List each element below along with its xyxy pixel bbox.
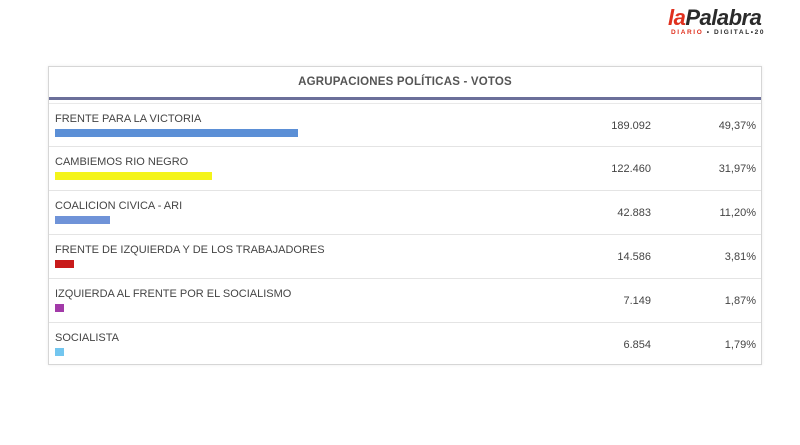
vote-count: 42.883	[617, 207, 651, 219]
table-row: IZQUIERDA AL FRENTE POR EL SOCIALISMO 7.1…	[49, 278, 761, 322]
vote-bar	[55, 260, 74, 268]
logo-palabra: Palabra	[685, 5, 762, 30]
table-row: FRENTE PARA LA VICTORIA 189.092 49,37%	[49, 103, 761, 146]
table-title: AGRUPACIONES POLÍTICAS - VOTOS	[49, 67, 761, 100]
vote-count: 14.586	[617, 251, 651, 263]
party-name: COALICION CIVICA - ARI	[55, 200, 183, 212]
vote-percent: 49,37%	[718, 120, 756, 132]
vote-percent: 3,81%	[724, 251, 756, 263]
results-rows: FRENTE PARA LA VICTORIA 189.092 49,37% CAMB…	[49, 103, 761, 366]
vote-bar	[55, 129, 298, 137]
logo-la: la	[668, 5, 686, 30]
table-row: CAMBIEMOS RIO NEGRO 122.460 31,97%	[49, 146, 761, 190]
logo-sub-tail: •20	[750, 29, 766, 36]
vote-count: 189.092	[611, 120, 651, 132]
vote-percent: 1,79%	[724, 339, 756, 351]
vote-percent: 31,97%	[718, 163, 756, 175]
party-name: SOCIALISTA	[55, 332, 119, 344]
logo-sub-diario: DIARIO	[671, 29, 704, 36]
vote-bar	[55, 304, 64, 312]
table-row: COALICION CIVICA - ARI 42.883 11,20%	[49, 190, 761, 234]
vote-bar	[55, 348, 64, 356]
vote-count: 6.854	[623, 339, 651, 351]
logo-sub-digital: • DIGITAL	[706, 29, 751, 36]
vote-count: 7.149	[623, 295, 651, 307]
party-name: CAMBIEMOS RIO NEGRO	[55, 156, 189, 168]
vote-percent: 11,20%	[719, 207, 757, 219]
logo-subtitle: DIARIO • DIGITAL•20	[671, 29, 765, 36]
results-table: AGRUPACIONES POLÍTICAS - VOTOS FRENTE PA…	[48, 66, 762, 365]
vote-bar	[55, 172, 212, 180]
table-row: FRENTE DE IZQUIERDA Y DE LOS TRABAJADORE…	[49, 234, 761, 278]
party-name: FRENTE PARA LA VICTORIA	[55, 113, 202, 125]
table-row: SOCIALISTA 6.854 1,79%	[49, 322, 761, 366]
party-name: IZQUIERDA AL FRENTE POR EL SOCIALISMO	[55, 288, 292, 300]
logo-wordmark: laPalabra	[668, 5, 762, 30]
party-name: FRENTE DE IZQUIERDA Y DE LOS TRABAJADORE…	[55, 244, 325, 256]
vote-bar	[55, 216, 110, 224]
vote-count: 122.460	[611, 163, 651, 175]
logo: laPalabra DIARIO • DIGITAL•20	[668, 6, 772, 40]
vote-percent: 1,87%	[724, 295, 756, 307]
